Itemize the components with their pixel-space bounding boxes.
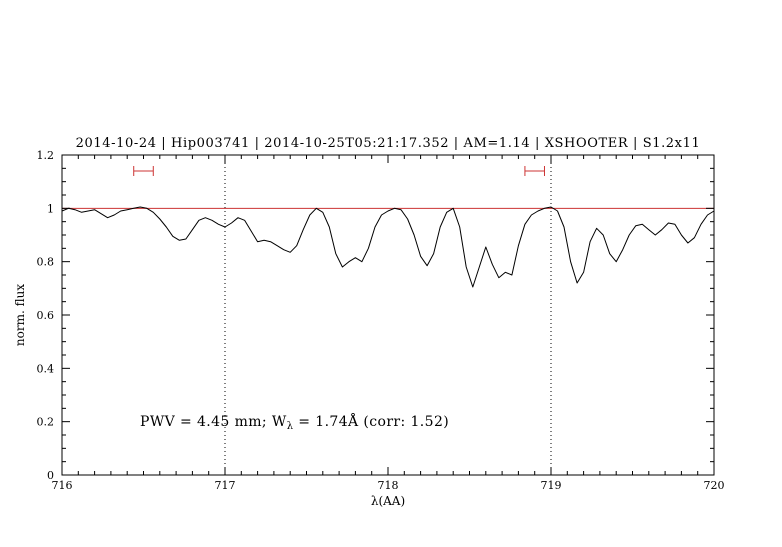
pwv-annotation: PWV = 4.45 mm; Wλ = 1.74Å (corr: 1.52): [140, 412, 449, 432]
y-tick-label: 0.6: [37, 309, 55, 322]
band-markers-layer: [133, 166, 545, 176]
x-tick-label: 719: [541, 479, 562, 492]
annotation-post: = 1.74Å (corr: 1.52): [293, 412, 449, 430]
annotation-sub: λ: [287, 421, 294, 432]
annotation-pre: PWV = 4.45 mm; W: [140, 414, 287, 430]
x-tick-label: 720: [704, 479, 725, 492]
spectrum-line: [61, 206, 715, 288]
y-tick-label: 0.2: [37, 416, 55, 429]
vlines-layer: [224, 155, 552, 475]
ticks-layer: 716 717 718 719 720 0 0.2 0.4 0.6 0.8 1 1.2: [37, 149, 725, 492]
x-tick-label: 717: [215, 479, 236, 492]
plot-title: 2014-10-24 | Hip003741 | 2014-10-25T05:2…: [76, 136, 701, 151]
y-tick-label: 1: [47, 202, 54, 215]
y-tick-label: 0.8: [37, 256, 55, 269]
y-axis-label: norm. flux: [13, 284, 27, 346]
band-marker: [524, 166, 545, 176]
y-tick-label: 1.2: [37, 149, 55, 162]
x-axis-label: λ(AA): [371, 494, 405, 508]
x-tick-label: 718: [378, 479, 399, 492]
series-layer: [61, 206, 715, 288]
y-tick-label: 0: [47, 469, 54, 482]
y-tick-label: 0.4: [37, 362, 55, 375]
band-marker: [133, 166, 154, 176]
x-tick-label: 716: [52, 479, 73, 492]
